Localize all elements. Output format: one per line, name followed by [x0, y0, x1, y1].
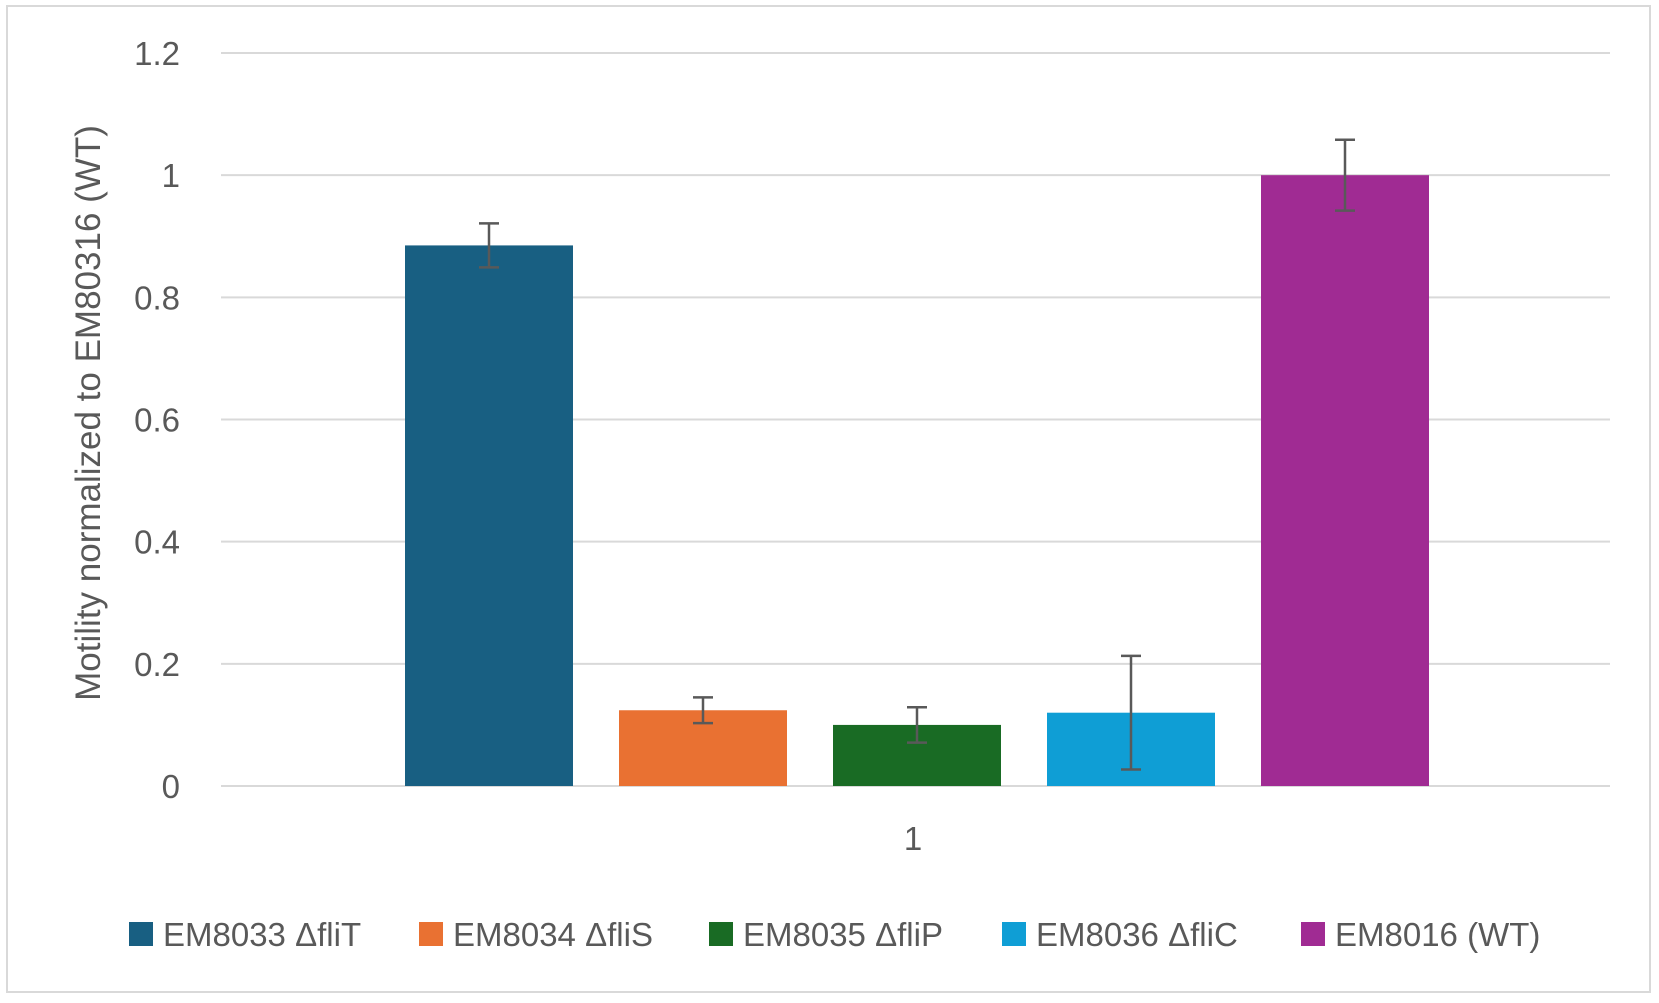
error-bars: [479, 138, 1355, 771]
error-bar: [1121, 654, 1141, 771]
y-tick-label: 1.2: [134, 35, 180, 72]
error-bar: [907, 705, 927, 744]
legend-label: EM8033 ΔfliT: [163, 916, 361, 953]
y-axis-label: Motility normalized to EM80316 (WT): [69, 125, 108, 701]
legend-item: EM8035 ΔfliP: [709, 916, 943, 953]
error-bar: [693, 696, 713, 725]
y-tick-label: 0.4: [134, 524, 180, 561]
y-tick-label: 0.8: [134, 279, 180, 316]
legend-item: EM8034 ΔfliS: [419, 916, 653, 953]
legend-label: EM8034 ΔfliS: [453, 916, 653, 953]
legend-swatch: [1002, 922, 1026, 946]
legend-swatch: [1301, 922, 1325, 946]
legend-label: EM8035 ΔfliP: [743, 916, 943, 953]
legend-label: EM8036 ΔfliC: [1036, 916, 1238, 953]
bars: [405, 175, 1429, 787]
bar: [1261, 175, 1429, 786]
x-category-label: 1: [904, 820, 922, 857]
y-tick-label: 0: [162, 768, 180, 805]
legend: EM8033 ΔfliT EM8034 ΔfliS EM8035 ΔfliP EM80…: [129, 916, 1540, 953]
y-tick-label: 1: [162, 157, 180, 194]
bar: [405, 245, 573, 787]
legend-label: EM8016 (WT): [1335, 916, 1540, 953]
y-tick-label: 0.2: [134, 646, 180, 683]
error-bar: [479, 222, 499, 269]
legend-item: EM8016 (WT): [1301, 916, 1540, 953]
y-tick-label: 0.6: [134, 402, 180, 439]
legend-item: EM8036 ΔfliC: [1002, 916, 1238, 953]
legend-item: EM8033 ΔfliT: [129, 916, 361, 953]
legend-swatch: [419, 922, 443, 946]
legend-swatch: [709, 922, 733, 946]
error-bar: [1335, 138, 1355, 212]
y-tick-labels: 0 0.2 0.4 0.6 0.8 1 1.2: [134, 35, 180, 805]
legend-swatch: [129, 922, 153, 946]
